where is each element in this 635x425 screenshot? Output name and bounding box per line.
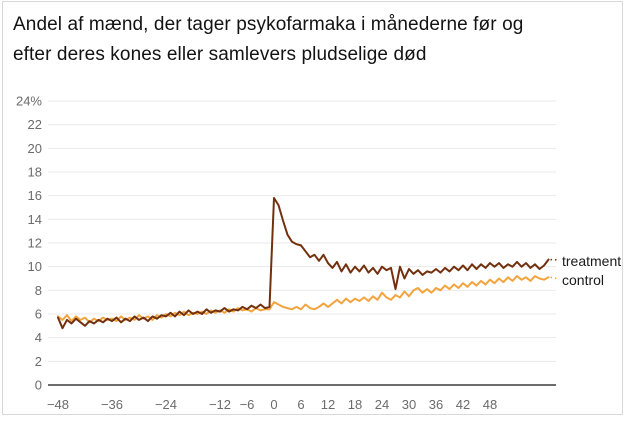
control-line: [57, 275, 550, 324]
y-tick-label: 18: [28, 165, 42, 180]
y-tick-label: 2: [35, 354, 42, 369]
chart-card: [2, 1, 623, 415]
x-tick-label: −6: [240, 397, 255, 412]
x-tick-label: −12: [209, 397, 231, 412]
y-tick-label: 24%: [16, 94, 42, 109]
x-tick-label: −36: [101, 397, 123, 412]
chart-title-line-2: efter deres kones eller samlevers pludse…: [13, 44, 427, 65]
x-tick-label: 30: [402, 397, 416, 412]
chart-title: Andel af mænd, der tager psykofarmaka i …: [13, 10, 523, 70]
y-tick-label: 12: [28, 236, 42, 251]
control-label-leader: [550, 276, 560, 280]
chart-title-line-1: Andel af mænd, der tager psykofarmaka i …: [13, 14, 524, 35]
y-tick-label: 6: [35, 307, 42, 322]
y-tick-label: 14: [28, 212, 42, 227]
control-series-label: control: [562, 272, 605, 288]
y-tick-label: 22: [28, 117, 42, 132]
treatment-series-label: treatment: [562, 253, 622, 269]
x-tick-label: 12: [321, 397, 335, 412]
y-tick-label: 4: [35, 330, 42, 345]
x-tick-label: 6: [297, 397, 304, 412]
y-tick-label: 10: [28, 259, 42, 274]
treatment-line: [57, 197, 550, 330]
x-tick-label: −24: [155, 397, 177, 412]
x-tick-label: 48: [483, 397, 497, 412]
x-tick-label: −48: [47, 397, 69, 412]
y-tick-label: 8: [35, 283, 42, 298]
y-tick-label: 20: [28, 141, 42, 156]
y-tick-label: 0: [35, 378, 42, 393]
x-tick-label: 24: [375, 397, 389, 412]
x-tick-label: 0: [270, 397, 277, 412]
x-tick-label: 18: [348, 397, 362, 412]
y-tick-label: 16: [28, 188, 42, 203]
x-tick-label: 42: [456, 397, 470, 412]
x-tick-label: 36: [429, 397, 443, 412]
